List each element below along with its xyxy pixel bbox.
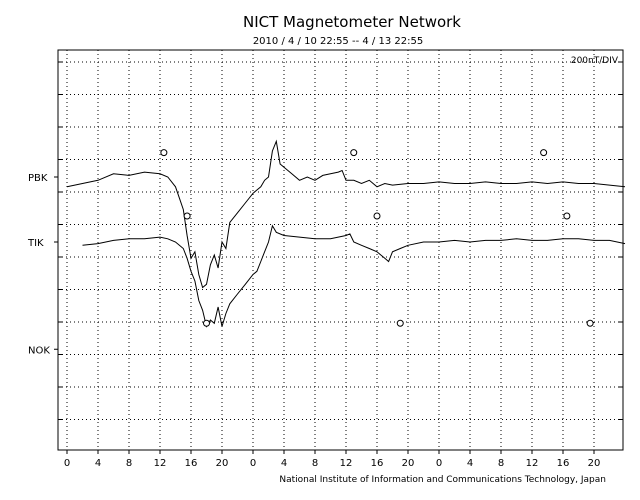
series-layer: [66, 139, 626, 328]
midnight-marker-nok: [203, 319, 210, 327]
x-tick-label: 20: [588, 458, 601, 469]
scale-label: 200nT/DIV: [571, 56, 619, 66]
midnight-marker-nok: [586, 319, 594, 327]
x-tick-label: 4: [281, 458, 287, 469]
midnight-marker-nok: [396, 319, 404, 327]
station-labels: PBK TIK NOK: [27, 173, 58, 356]
midnight-marker-pbk: [160, 149, 168, 157]
x-tick-label: 4: [467, 458, 473, 469]
midnight-marker-pbk: [350, 149, 358, 157]
series-line-pbk: [66, 139, 626, 289]
x-tick-label: 12: [154, 458, 167, 469]
grid-lines: [58, 50, 623, 450]
station-label-pbk: PBK: [28, 173, 48, 184]
midnight-marker-pbk: [540, 149, 548, 157]
x-tick-label: 0: [436, 458, 442, 469]
x-tick-label: 20: [216, 458, 229, 469]
chart-subtitle: 2010 / 4 / 10 22:55 -- 4 / 13 22:55: [253, 36, 423, 47]
station-label-nok: NOK: [28, 345, 50, 356]
chart-title: NICT Magnetometer Network: [243, 13, 461, 31]
x-tick-labels: 0 4 8 12 16 20 0 4 8 12 16 20 0 4 8 12 16 20: [64, 450, 601, 469]
x-tick-label: 4: [95, 458, 101, 469]
x-tick-label: 0: [64, 458, 70, 469]
plot-frame: [57, 49, 624, 451]
x-tick-label: 12: [340, 458, 353, 469]
midnight-marker-tik: [183, 212, 191, 220]
x-tick-label: 8: [126, 458, 132, 469]
marker-layer: [160, 149, 594, 327]
x-tick-label: 16: [185, 458, 198, 469]
x-tick-label: 16: [557, 458, 570, 469]
station-label-tik: TIK: [27, 238, 44, 249]
credit-text: National Institute of Information and Co…: [279, 475, 606, 485]
x-tick-label: 16: [371, 458, 384, 469]
series-line-tik: [82, 224, 626, 328]
x-tick-label: 0: [250, 458, 256, 469]
midnight-marker-tik: [563, 212, 571, 220]
x-tick-label: 12: [526, 458, 539, 469]
midnight-marker-tik: [373, 212, 381, 220]
x-tick-label: 20: [402, 458, 415, 469]
x-tick-label: 8: [312, 458, 318, 469]
x-tick-label: 8: [498, 458, 504, 469]
